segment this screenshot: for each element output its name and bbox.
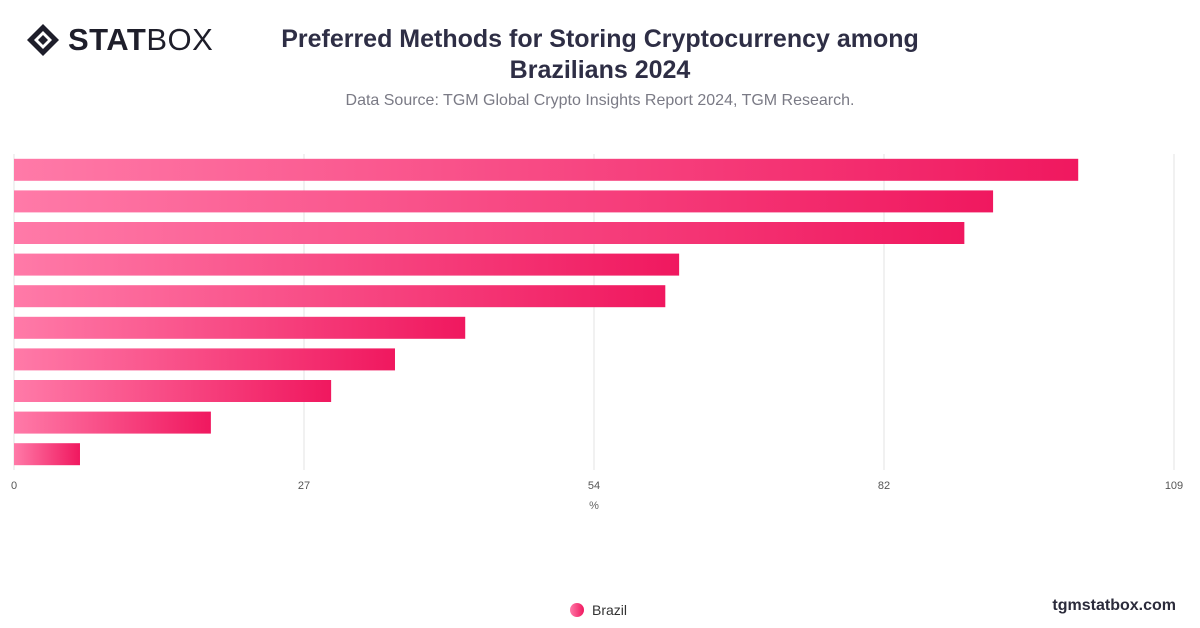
legend-marker-brazil: [570, 603, 584, 617]
x-axis-label: %: [589, 500, 599, 512]
x-tick-label: 54: [588, 480, 600, 492]
logo-wordmark-bold: STAT: [68, 22, 147, 57]
logo-wordmark-light: BOX: [146, 22, 214, 57]
bar[interactable]: [14, 316, 466, 339]
x-tick-label: 109: [1165, 480, 1183, 492]
x-tick-label: 0: [11, 480, 17, 492]
bar[interactable]: [14, 253, 680, 276]
x-tick-label: 82: [878, 480, 890, 492]
statbox-logo: STATBOX: [26, 22, 213, 58]
bar[interactable]: [14, 348, 395, 371]
x-axis-ticks: 0 27 54 82 109: [11, 480, 1183, 492]
legend-label-brazil: Brazil: [592, 602, 628, 618]
chart-subtitle: Data Source: TGM Global Crypto Insights …: [345, 92, 855, 109]
bar[interactable]: [14, 443, 80, 466]
chart-legend[interactable]: Brazil: [570, 602, 627, 618]
bar[interactable]: [14, 190, 994, 213]
logo-wordmark: STATBOX: [68, 22, 213, 58]
bar[interactable]: [14, 411, 211, 434]
chart-title: Preferred Methods for Storing Cryptocurr…: [281, 25, 919, 84]
bars: [14, 158, 1079, 466]
bar-chart: 0 27 54 82 109 %: [11, 154, 1183, 512]
website-footer[interactable]: tgmstatbox.com: [1052, 597, 1176, 614]
x-tick-label: 27: [298, 480, 310, 492]
bar[interactable]: [14, 380, 332, 402]
bar[interactable]: [14, 158, 1079, 181]
bar[interactable]: [14, 285, 666, 308]
bar[interactable]: [14, 222, 965, 244]
statbox-diamond-icon: [27, 24, 59, 56]
